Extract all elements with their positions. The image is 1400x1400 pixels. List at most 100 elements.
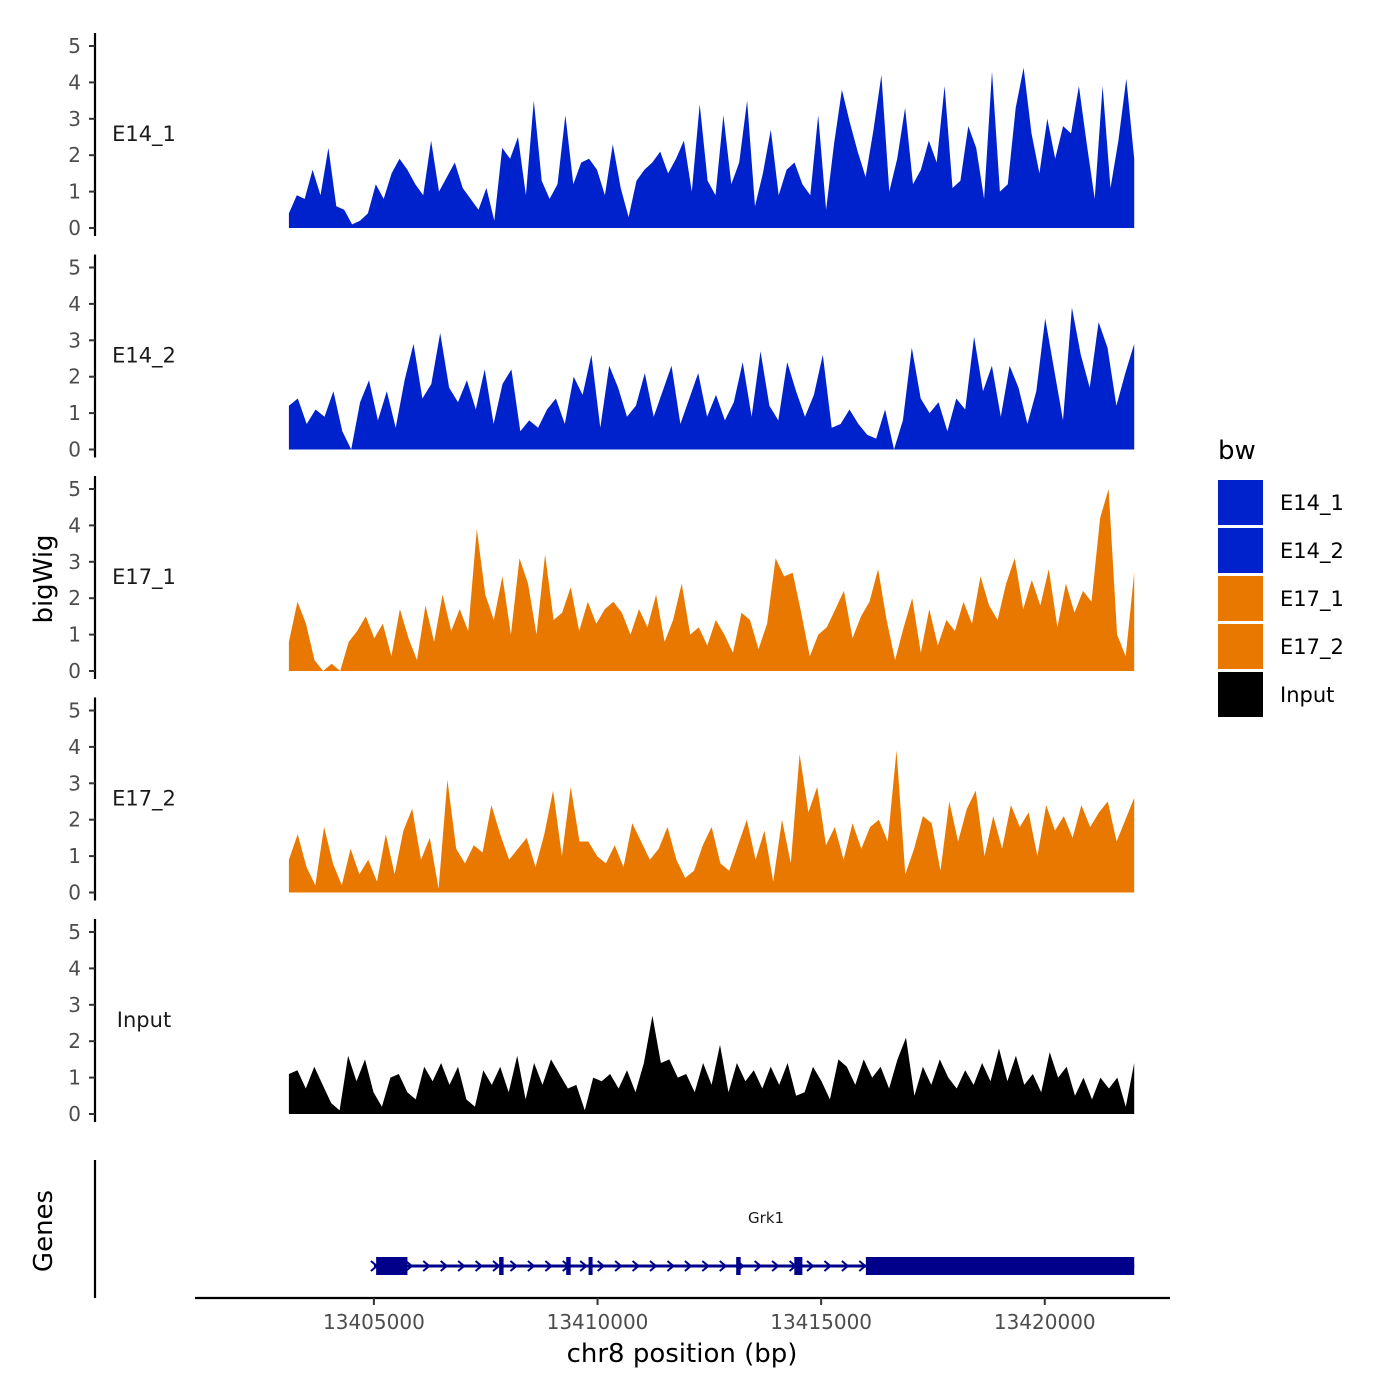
legend-key-Input <box>1218 672 1263 717</box>
signal-tracks: 0 1 2 3 4 5 E14_1 0 1 2 3 4 5 E14_2 0 1 2 3 4 5 E17_1 0 1 2 3 4 5 E… <box>68 33 1135 1126</box>
strand-arrow <box>474 1260 484 1272</box>
strand-arrow <box>684 1260 693 1272</box>
area-E17_1 <box>288 489 1135 671</box>
y-tick-label: 3 <box>68 328 81 352</box>
strand-arrow <box>457 1260 466 1272</box>
gene-exon <box>566 1257 571 1275</box>
strand-arrow <box>579 1260 588 1272</box>
strand-arrow <box>701 1260 710 1272</box>
legend-label: E14_2 <box>1280 539 1344 564</box>
y-tick-label: 4 <box>68 513 81 537</box>
y-axis-title: bigWig <box>29 534 59 623</box>
y-tick-label: 1 <box>68 1066 81 1090</box>
track-E17_2: 0 1 2 3 4 5 E17_2 <box>68 697 1135 905</box>
gene-exon <box>736 1257 741 1275</box>
legend-title: bw <box>1218 436 1256 466</box>
strand-arrow <box>405 1260 414 1272</box>
y-tick-label: 0 <box>68 881 81 905</box>
gene-exon <box>865 1257 1135 1275</box>
y-tick-label: 2 <box>68 586 81 610</box>
legend: bw E14_1 E14_2 E17_1 E17_2 Input <box>1218 436 1344 717</box>
strand-arrow <box>597 1260 606 1272</box>
y-tick-label: 4 <box>68 292 81 316</box>
y-tick-label: 3 <box>68 993 81 1017</box>
y-tick-label: 2 <box>68 143 81 167</box>
strand-arrow <box>771 1260 780 1272</box>
y-tick-label: 3 <box>68 550 81 574</box>
x-axis-title: chr8 position (bp) <box>567 1339 798 1369</box>
y-tick-label: 0 <box>68 659 81 683</box>
y-tick-label: 0 <box>68 216 81 240</box>
y-tick-label: 5 <box>68 34 81 58</box>
y-tick-label: 4 <box>68 735 81 759</box>
gene-exon <box>794 1257 803 1275</box>
y-tick-label: 1 <box>68 623 81 647</box>
y-tick-label: 1 <box>68 401 81 425</box>
legend-key-E17_2 <box>1218 624 1263 669</box>
track-label: E14_2 <box>112 344 176 369</box>
x-tick-label: 13420000 <box>994 1310 1096 1334</box>
y-tick-label: 5 <box>68 699 81 723</box>
strand-arrow <box>614 1260 623 1272</box>
strand-arrow <box>631 1260 641 1272</box>
y-tick-label: 5 <box>68 920 81 944</box>
strand-arrow <box>440 1260 449 1272</box>
track-Input: 0 1 2 3 4 5 Input <box>68 919 1135 1126</box>
gene-exon <box>376 1257 408 1275</box>
strand-arrow <box>509 1260 519 1272</box>
track-label: Input <box>117 1008 171 1032</box>
legend-label: E14_1 <box>1280 491 1344 516</box>
gene-exon <box>499 1257 504 1275</box>
strand-arrow <box>422 1260 431 1272</box>
strand-arrow <box>806 1260 815 1272</box>
track-E14_1: 0 1 2 3 4 5 E14_1 <box>68 33 1135 240</box>
area-E14_1 <box>288 67 1135 228</box>
track-E17_1: 0 1 2 3 4 5 E17_1 <box>68 476 1135 683</box>
legend-label: Input <box>1280 683 1334 707</box>
legend-key-E14_1 <box>1218 480 1263 525</box>
y-tick-label: 4 <box>68 956 81 980</box>
y-tick-label: 0 <box>68 438 81 462</box>
area-E14_2 <box>288 307 1135 450</box>
legend-label: E17_2 <box>1280 635 1344 660</box>
strand-arrow <box>841 1260 850 1272</box>
y-tick-label: 2 <box>68 808 81 832</box>
gene-exon <box>588 1257 593 1275</box>
gene-track: Grk1 <box>93 1160 1135 1298</box>
strand-arrow <box>719 1260 728 1272</box>
track-label: E17_2 <box>112 787 176 812</box>
y-tick-label: 3 <box>68 107 81 131</box>
strand-arrow <box>753 1260 763 1272</box>
track-label: E14_1 <box>112 122 176 147</box>
y-tick-label: 1 <box>68 844 81 868</box>
y-tick-label: 4 <box>68 70 81 94</box>
y-tick-label: 2 <box>68 365 81 389</box>
x-axis: 13405000 13410000 13415000 13420000 <box>195 1296 1170 1334</box>
strand-arrow <box>492 1260 501 1272</box>
y-tick-label: 3 <box>68 771 81 795</box>
y-tick-label: 2 <box>68 1029 81 1053</box>
strand-arrow <box>649 1260 658 1272</box>
strand-arrow <box>544 1260 553 1272</box>
legend-label: E17_1 <box>1280 587 1344 612</box>
y-tick-label: 0 <box>68 1102 81 1126</box>
strand-arrow <box>666 1260 675 1272</box>
legend-key-E14_2 <box>1218 528 1263 573</box>
x-tick-label: 13410000 <box>547 1310 649 1334</box>
legend-key-E17_1 <box>1218 576 1263 621</box>
area-E17_2 <box>288 750 1135 893</box>
strand-arrow <box>527 1260 536 1272</box>
strand-arrow <box>823 1260 832 1272</box>
x-tick-label: 13415000 <box>770 1310 872 1334</box>
gene-track-title: Genes <box>29 1190 59 1272</box>
track-E14_2: 0 1 2 3 4 5 E14_2 <box>68 254 1135 462</box>
x-tick-label: 13405000 <box>323 1310 425 1334</box>
track-label: E17_1 <box>112 565 176 590</box>
strand-arrow <box>858 1260 867 1272</box>
y-tick-label: 1 <box>68 180 81 204</box>
gene-name-label: Grk1 <box>748 1209 784 1227</box>
area-Input <box>288 1015 1135 1114</box>
y-tick-label: 5 <box>68 256 81 280</box>
y-tick-label: 5 <box>68 477 81 501</box>
